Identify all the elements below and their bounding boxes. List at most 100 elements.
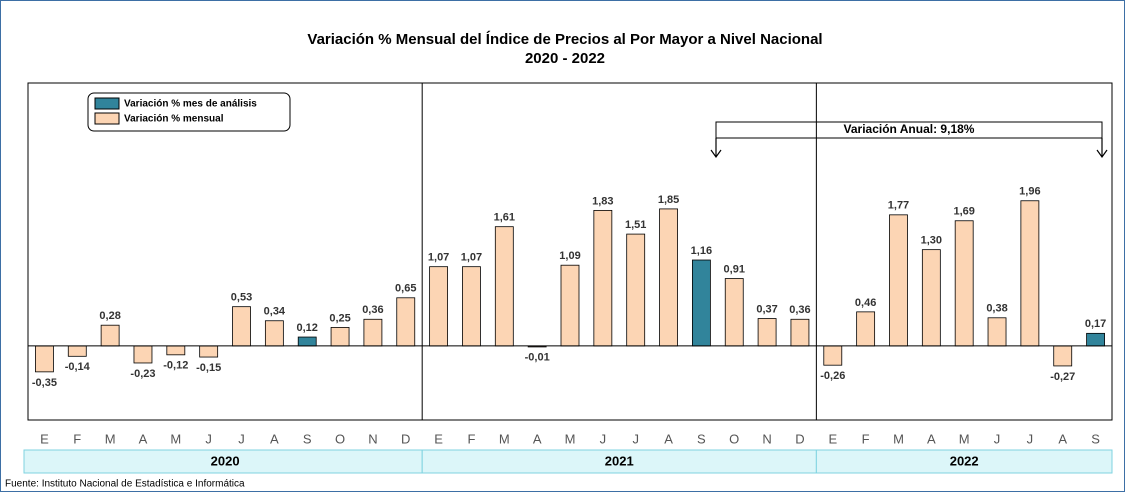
bar	[363, 318, 383, 347]
x-tick-label: O	[729, 431, 739, 446]
x-tick-label: A	[927, 431, 936, 446]
data-label: -0,15	[196, 362, 221, 374]
legend	[87, 92, 291, 132]
data-label: -0,01	[525, 352, 550, 364]
x-tick-label: J	[600, 431, 607, 446]
data-label: 0,65	[395, 283, 416, 295]
data-label: 1,09	[559, 250, 580, 262]
bar	[297, 336, 317, 347]
chart-subtitle: 2020 - 2022	[525, 50, 605, 67]
bar	[823, 345, 843, 366]
data-label: -0,14	[65, 361, 91, 373]
x-tick-label: S	[697, 431, 706, 446]
x-tick-label: S	[1091, 431, 1100, 446]
x-tick-label: M	[959, 431, 970, 446]
x-tick-label: M	[499, 431, 510, 446]
annotation: Variación Anual: 9,18%	[844, 122, 975, 136]
x-tick-label: N	[762, 431, 771, 446]
x-tick-label: A	[664, 431, 673, 446]
data-label: 1,07	[461, 252, 482, 264]
data-label: 0,17	[1085, 318, 1106, 330]
year-cell	[815, 449, 1113, 474]
data-label: 1,77	[888, 200, 909, 212]
bar	[757, 318, 777, 347]
bar	[691, 259, 711, 347]
bar	[856, 311, 876, 347]
x-tick-label: A	[270, 431, 279, 446]
bar	[199, 345, 219, 358]
bar	[889, 214, 908, 347]
bar	[133, 345, 153, 364]
bar	[1086, 332, 1105, 347]
legend-label: Variación % mensual	[124, 114, 224, 125]
annotation-arrows	[710, 138, 1108, 159]
bar	[593, 209, 613, 347]
bar	[67, 345, 87, 357]
x-tick-label: J	[632, 431, 639, 446]
annotation-box	[715, 121, 1103, 139]
data-label: -0,35	[32, 377, 57, 389]
x-tick-label: S	[303, 431, 312, 446]
bar	[396, 297, 416, 347]
plot-area	[27, 82, 1113, 421]
bar	[494, 226, 514, 347]
x-tick-label: M	[105, 431, 116, 446]
bar	[1020, 200, 1040, 347]
bar	[166, 345, 186, 356]
data-label: 1,07	[428, 252, 449, 264]
bar	[954, 220, 974, 347]
bar	[921, 249, 941, 347]
x-tick-label: A	[533, 431, 542, 446]
data-label: 1,85	[658, 194, 679, 206]
data-label: 0,36	[789, 304, 810, 316]
data-label: 0,91	[724, 263, 745, 275]
data-label: 0,12	[297, 322, 318, 334]
data-label: 1,16	[691, 245, 712, 257]
x-tick-label: E	[40, 431, 49, 446]
data-label: 1,83	[592, 195, 613, 207]
data-label: 1,96	[1019, 186, 1040, 198]
year-label: 2022	[950, 453, 979, 468]
x-tick-label: E	[828, 431, 837, 446]
bar	[790, 318, 810, 347]
data-label: 1,51	[625, 219, 646, 231]
bar	[724, 278, 744, 347]
bar	[462, 266, 481, 347]
x-tick-label: M	[565, 431, 576, 446]
data-label: 0,38	[986, 303, 1007, 315]
data-label: 1,69	[953, 206, 974, 218]
legend-label: Variación % mes de análisis	[124, 99, 257, 110]
x-tick-label: J	[994, 431, 1001, 446]
bar	[330, 327, 350, 347]
x-tick-label: A	[1058, 431, 1067, 446]
bar	[264, 320, 284, 347]
x-tick-label: M	[893, 431, 904, 446]
bar	[100, 324, 120, 347]
bar	[659, 208, 678, 347]
data-label: -0,23	[130, 368, 155, 380]
data-label: 0,25	[329, 312, 350, 324]
bar	[35, 345, 54, 373]
data-label: -0,27	[1050, 371, 1075, 383]
x-tick-label: F	[73, 431, 81, 446]
bar	[429, 266, 449, 347]
x-tick-label: E	[434, 431, 443, 446]
x-tick-label: M	[170, 431, 181, 446]
bar	[626, 233, 646, 347]
chart-title: Variación % Mensual del Índice de Precio…	[307, 31, 822, 48]
year-label: 2021	[605, 453, 634, 468]
data-label: 0,53	[231, 292, 252, 304]
data-label: -0,12	[163, 360, 188, 372]
year-label: 2020	[211, 453, 240, 468]
x-tick-label: D	[795, 431, 804, 446]
bar	[987, 317, 1007, 347]
x-tick-label: O	[335, 431, 345, 446]
bar	[560, 264, 580, 347]
x-tick-label: J	[1027, 431, 1034, 446]
source: Fuente: Instituto Nacional de Estadístic…	[5, 479, 245, 490]
data-label: 1,61	[494, 212, 515, 224]
data-label: 1,30	[921, 235, 942, 247]
bar	[1053, 345, 1073, 367]
data-label: 0,28	[99, 310, 120, 322]
